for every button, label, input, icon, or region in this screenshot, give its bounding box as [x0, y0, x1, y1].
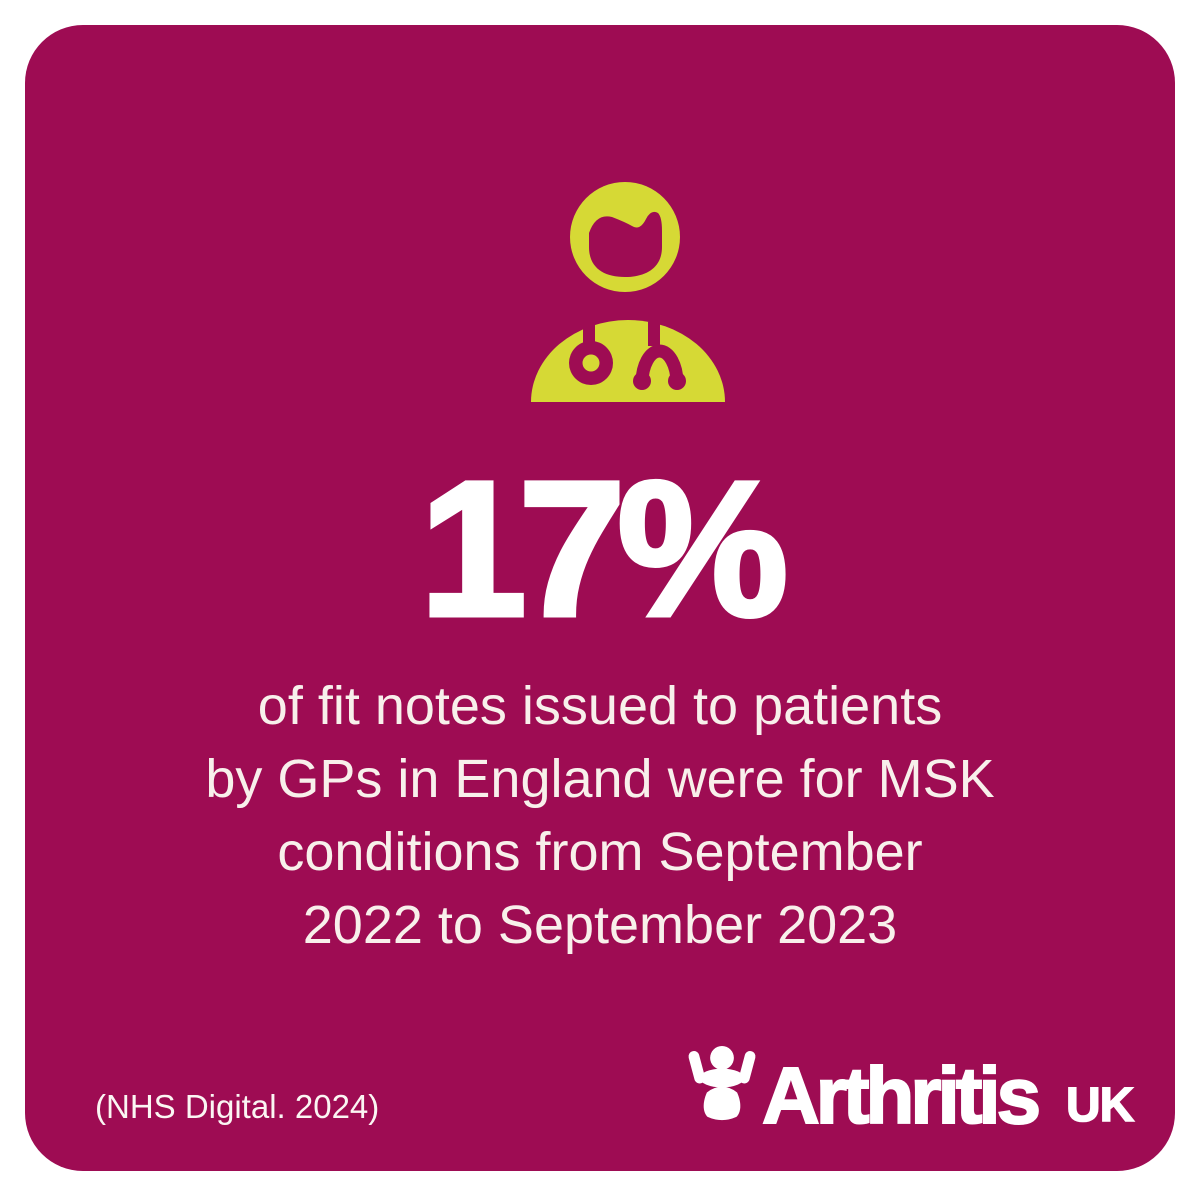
- stat-card: 17% of fit notes issued to patients by G…: [25, 25, 1175, 1171]
- description-line: of fit notes issued to patients: [257, 676, 943, 736]
- person-arms-raised-icon: [688, 1046, 756, 1121]
- description-line: by GPs in England were for MSK: [205, 749, 995, 809]
- brand-logo: Arthritis UK: [686, 1036, 1166, 1156]
- stat-value: 17%: [417, 441, 790, 656]
- description-line: conditions from September: [277, 822, 923, 882]
- stat-description: of fit notes issued to patients by GPs i…: [25, 670, 1175, 962]
- brand-suffix: UK: [1065, 1079, 1135, 1132]
- brand-name: Arthritis: [761, 1051, 1042, 1140]
- description-line: 2022 to September 2023: [302, 895, 898, 955]
- source-citation: (NHS Digital. 2024): [95, 1088, 380, 1125]
- doctor-stethoscope-icon: [531, 182, 725, 402]
